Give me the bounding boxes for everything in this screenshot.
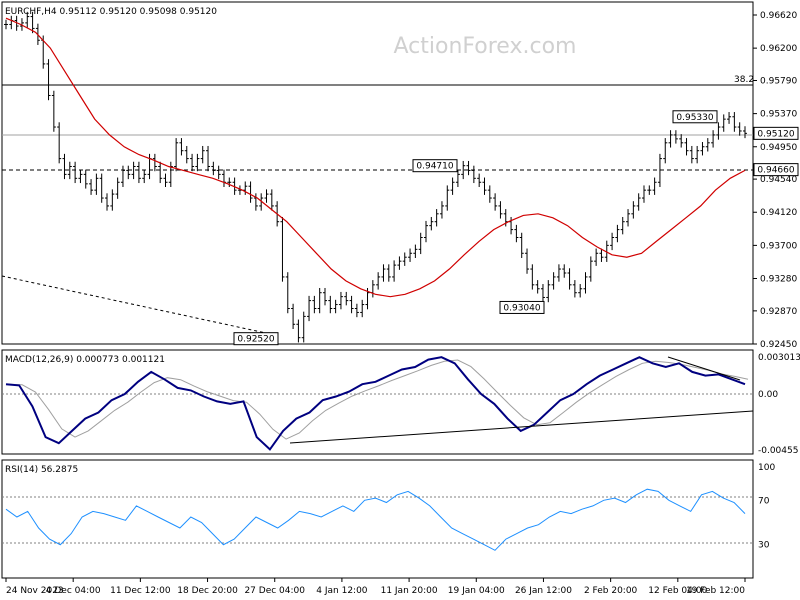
low-label-box (233, 332, 279, 346)
rsi-y-tick-label: 70 (758, 496, 770, 506)
downtrend-dotted-line (1, 275, 276, 336)
macd-label: MACD(12,26,9) 0.000773 0.001121 (5, 355, 165, 365)
macd-line (5, 356, 746, 451)
rsi-y-tick-label: 30 (758, 541, 770, 551)
current-price-label: 0.95120 (757, 129, 794, 139)
x-tick-label: 2 Feb 20:00 (584, 586, 638, 596)
rsi-line (5, 488, 746, 551)
x-tick-label: 4 Jan 12:00 (316, 586, 368, 596)
price-bars (4, 11, 747, 343)
x-tick-label: 11 Dec 12:00 (110, 586, 171, 596)
x-tick-label: 24 Nov 2023 (6, 586, 64, 596)
chart-title: EURCHF,H4 0.95112 0.95120 0.95098 0.9512… (5, 7, 217, 17)
y-tick-label: 0.94540 (760, 175, 797, 185)
rsi-label: RSI(14) 56.2875 (5, 465, 78, 475)
rsi-y-axis: 100 70 30 (758, 463, 775, 551)
price-panel (1, 1, 754, 345)
x-tick-label: 27 Dec 04:00 (244, 586, 305, 596)
x-tick-label: 12 Feb 04:00 (648, 586, 707, 596)
price-annotations: 0.92520 0.94710 0.93040 0.95330 0.95120 0.946… (233, 110, 799, 346)
low-label: 0.92520 (237, 335, 274, 345)
x-tick-label: 26 Jan 12:00 (515, 586, 572, 596)
watermark: ActionForex.com (394, 34, 577, 59)
y-tick-label: 0.96200 (760, 44, 797, 54)
support-price-label: 0.94660 (757, 166, 794, 176)
x-tick-label: 11 Jan 20:00 (381, 586, 438, 596)
macd-trendline-lower (289, 410, 754, 444)
macd-y-tick-label: 0.003013 (758, 353, 800, 363)
x-tick-label: 18 Dec 20:00 (177, 586, 238, 596)
y-tick-label: 0.94950 (760, 143, 797, 153)
current-price-label-box (753, 126, 799, 140)
y-tick-label: 0.93280 (760, 275, 797, 285)
price-y-axis: 0.96620 0.96200 0.95790 0.95370 0.94950 0.945… (753, 11, 797, 350)
y-tick-label: 0.94120 (760, 208, 797, 218)
fib-38-2-label: 38.2 (734, 75, 754, 85)
moving-average-line (5, 17, 746, 298)
macd-signal-line (8, 359, 749, 440)
rsi-panel (1, 459, 754, 579)
macd-y-tick-label: 0.00 (758, 390, 778, 400)
y-tick-label: 0.92870 (760, 307, 797, 317)
x-tick-label: 19 Feb 12:00 (686, 586, 745, 596)
macd-y-tick-label: -0.00455 (758, 446, 798, 456)
support-price-label-box (753, 163, 799, 177)
recent-high-label-box (672, 110, 718, 124)
macd-panel (1, 349, 754, 455)
macd-y-axis: 0.003013 0.00 -0.00455 (758, 353, 800, 456)
y-tick-label: 0.92450 (760, 340, 797, 350)
macd-trendline-upper (667, 356, 741, 381)
y-tick-label: 0.96620 (760, 11, 797, 21)
x-tick-label: 4 Dec 04:00 (46, 586, 101, 596)
y-tick-label: 0.93700 (760, 241, 797, 251)
recent-high-label: 0.95330 (676, 113, 713, 123)
x-tick-label: 19 Jan 04:00 (448, 586, 505, 596)
rsi-y-tick-label: 100 (758, 463, 775, 473)
swing-high-label: 0.94710 (416, 162, 453, 172)
swing-low-label: 0.93040 (503, 303, 540, 313)
swing-high-label-box (412, 159, 458, 173)
y-tick-label: 0.95790 (760, 76, 797, 86)
swing-low-label-box (499, 300, 545, 314)
y-tick-label: 0.95370 (760, 110, 797, 120)
